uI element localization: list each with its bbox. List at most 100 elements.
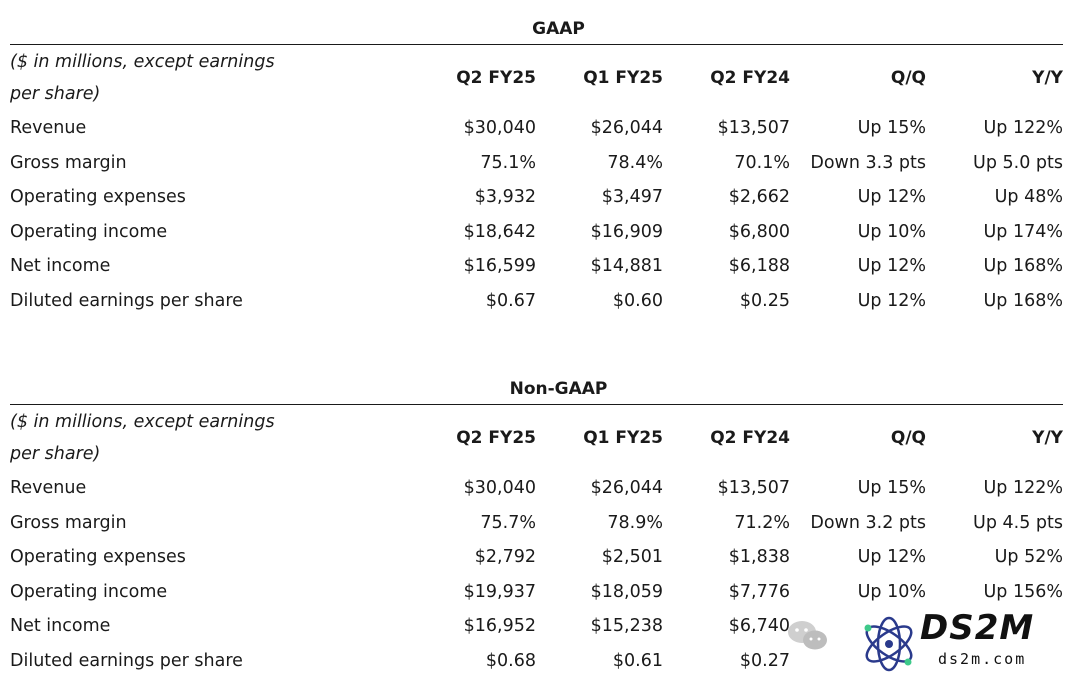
table-row: Gross margin 75.7% 78.9% 71.2% Down 3.2 pts U… [10,506,1063,541]
ds2m-logo-icon [858,606,920,683]
col-header: Q1 FY25 [583,428,663,448]
table-cell: 70.1% [734,152,790,173]
table-cell: Up 12% [857,290,926,311]
table-row: Operating income $19,937 $18,059 $7,776 Up 1… [10,575,1063,610]
table-cell: Up 122% [983,478,1063,499]
row-label: Net income [10,616,111,637]
table-cell: 78.9% [607,512,663,533]
nongaap-section: Non-GAAP ($ in millions, except earnings… [10,374,1063,678]
nongaap-units-note: ($ in millions, except earnings per shar… [10,412,275,464]
table-cell: $1,838 [728,547,790,568]
table-cell: $6,188 [728,256,790,277]
table-row: Revenue $30,040 $26,044 $13,507 Up 15% Up 122… [10,471,1063,506]
table-cell: $2,501 [601,547,663,568]
table-cell: $0.68 [485,650,536,671]
table-cell: Up 48% [994,187,1063,208]
table-cell: $6,740 [728,616,790,637]
table-cell: $13,507 [717,118,790,139]
row-label: Operating income [10,581,168,602]
table-cell: Up 122% [983,118,1063,139]
row-label: Diluted earnings per share [10,650,243,671]
table-cell: $26,044 [590,478,663,499]
row-label: Operating expenses [10,547,186,568]
watermark-url: ds2m.com [938,650,1027,668]
table-cell: $2,792 [474,547,536,568]
table-cell: $14,881 [590,256,663,277]
table-cell: Up 168% [983,290,1063,311]
col-header: Y/Y [1032,428,1063,448]
gaap-section: GAAP ($ in millions, except earnings per… [10,14,1063,318]
nongaap-title: Non-GAAP [10,374,1063,405]
gaap-title: GAAP [10,14,1063,45]
table-cell: $6,800 [728,221,790,242]
table-cell: $30,040 [463,118,536,139]
table-row: Revenue $30,040 $26,044 $13,507 Up 15% Up 122… [10,111,1063,146]
table-cell: $0.25 [739,290,790,311]
table-row: Gross margin 75.1% 78.4% 70.1% Down 3.3 pts U… [10,146,1063,181]
table-cell: Up 15% [857,478,926,499]
gaap-header-row: ($ in millions, except earnings per shar… [10,45,1063,111]
table-cell: $15,238 [590,616,663,637]
table-cell: Up 4.5 pts [973,512,1063,533]
table-cell: $26,044 [590,118,663,139]
gaap-units-note: ($ in millions, except earnings per shar… [10,52,275,104]
table-cell: Up 156% [983,581,1063,602]
col-header: Q/Q [890,68,926,88]
table-cell: $0.61 [612,650,663,671]
table-cell: $16,599 [463,256,536,277]
table-cell: Up 174% [983,221,1063,242]
col-header: Q2 FY25 [456,68,536,88]
table-row: Operating expenses $2,792 $2,501 $1,838 Up 1… [10,540,1063,575]
table-cell: Up 12% [857,256,926,277]
table-cell: Up 12% [857,187,926,208]
row-label: Operating expenses [10,187,186,208]
table-cell: Up 12% [857,547,926,568]
table-cell: Up 10% [857,221,926,242]
table-cell: Down 3.2 pts [810,512,926,533]
nongaap-header-row: ($ in millions, except earnings per shar… [10,405,1063,471]
col-header: Q1 FY25 [583,68,663,88]
row-label: Revenue [10,478,87,499]
table-cell: Up 52% [994,547,1063,568]
table-cell: Up 10% [857,581,926,602]
table-row: Net income $16,599 $14,881 $6,188 Up 12% Up 1… [10,249,1063,284]
table-cell: Up 168% [983,256,1063,277]
table-cell: $2,662 [728,187,790,208]
col-header: Q2 FY25 [456,428,536,448]
col-header: Q2 FY24 [710,428,790,448]
row-label: Net income [10,256,111,277]
watermark: DS2M ds2m.com [786,606,1080,679]
table-cell: Up 15% [857,118,926,139]
row-label: Diluted earnings per share [10,290,243,311]
col-header: Q2 FY24 [710,68,790,88]
table-cell: Up 5.0 pts [973,152,1063,173]
table-cell: $13,507 [717,478,790,499]
table-row: Diluted earnings per share $0.67 $0.60 $0.2… [10,284,1063,319]
table-cell: $18,642 [463,221,536,242]
wechat-icon [786,618,830,658]
table-cell: $18,059 [590,581,663,602]
table-cell: $3,497 [601,187,663,208]
table-row: Operating expenses $3,932 $3,497 $2,662 Up 1… [10,180,1063,215]
col-header: Q/Q [890,428,926,448]
table-cell: $16,952 [463,616,536,637]
watermark-brand: DS2M [920,608,1035,648]
row-label: Gross margin [10,512,127,533]
row-label: Gross margin [10,152,127,173]
row-label: Operating income [10,221,168,242]
table-cell: 78.4% [607,152,663,173]
table-row: Net income $16,952 $15,238 $6,740 [10,609,1063,644]
table-cell: $3,932 [474,187,536,208]
table-cell: 75.1% [480,152,536,173]
table-cell: $0.60 [612,290,663,311]
nongaap-table: ($ in millions, except earnings per shar… [10,405,1063,678]
col-header: Y/Y [1032,68,1063,88]
table-cell: $7,776 [728,581,790,602]
table-cell: 71.2% [734,512,790,533]
table-cell: Down 3.3 pts [810,152,926,173]
table-cell: $19,937 [463,581,536,602]
table-cell: $16,909 [590,221,663,242]
row-label: Revenue [10,118,87,139]
table-cell: $0.27 [739,650,790,671]
table-cell: 75.7% [480,512,536,533]
